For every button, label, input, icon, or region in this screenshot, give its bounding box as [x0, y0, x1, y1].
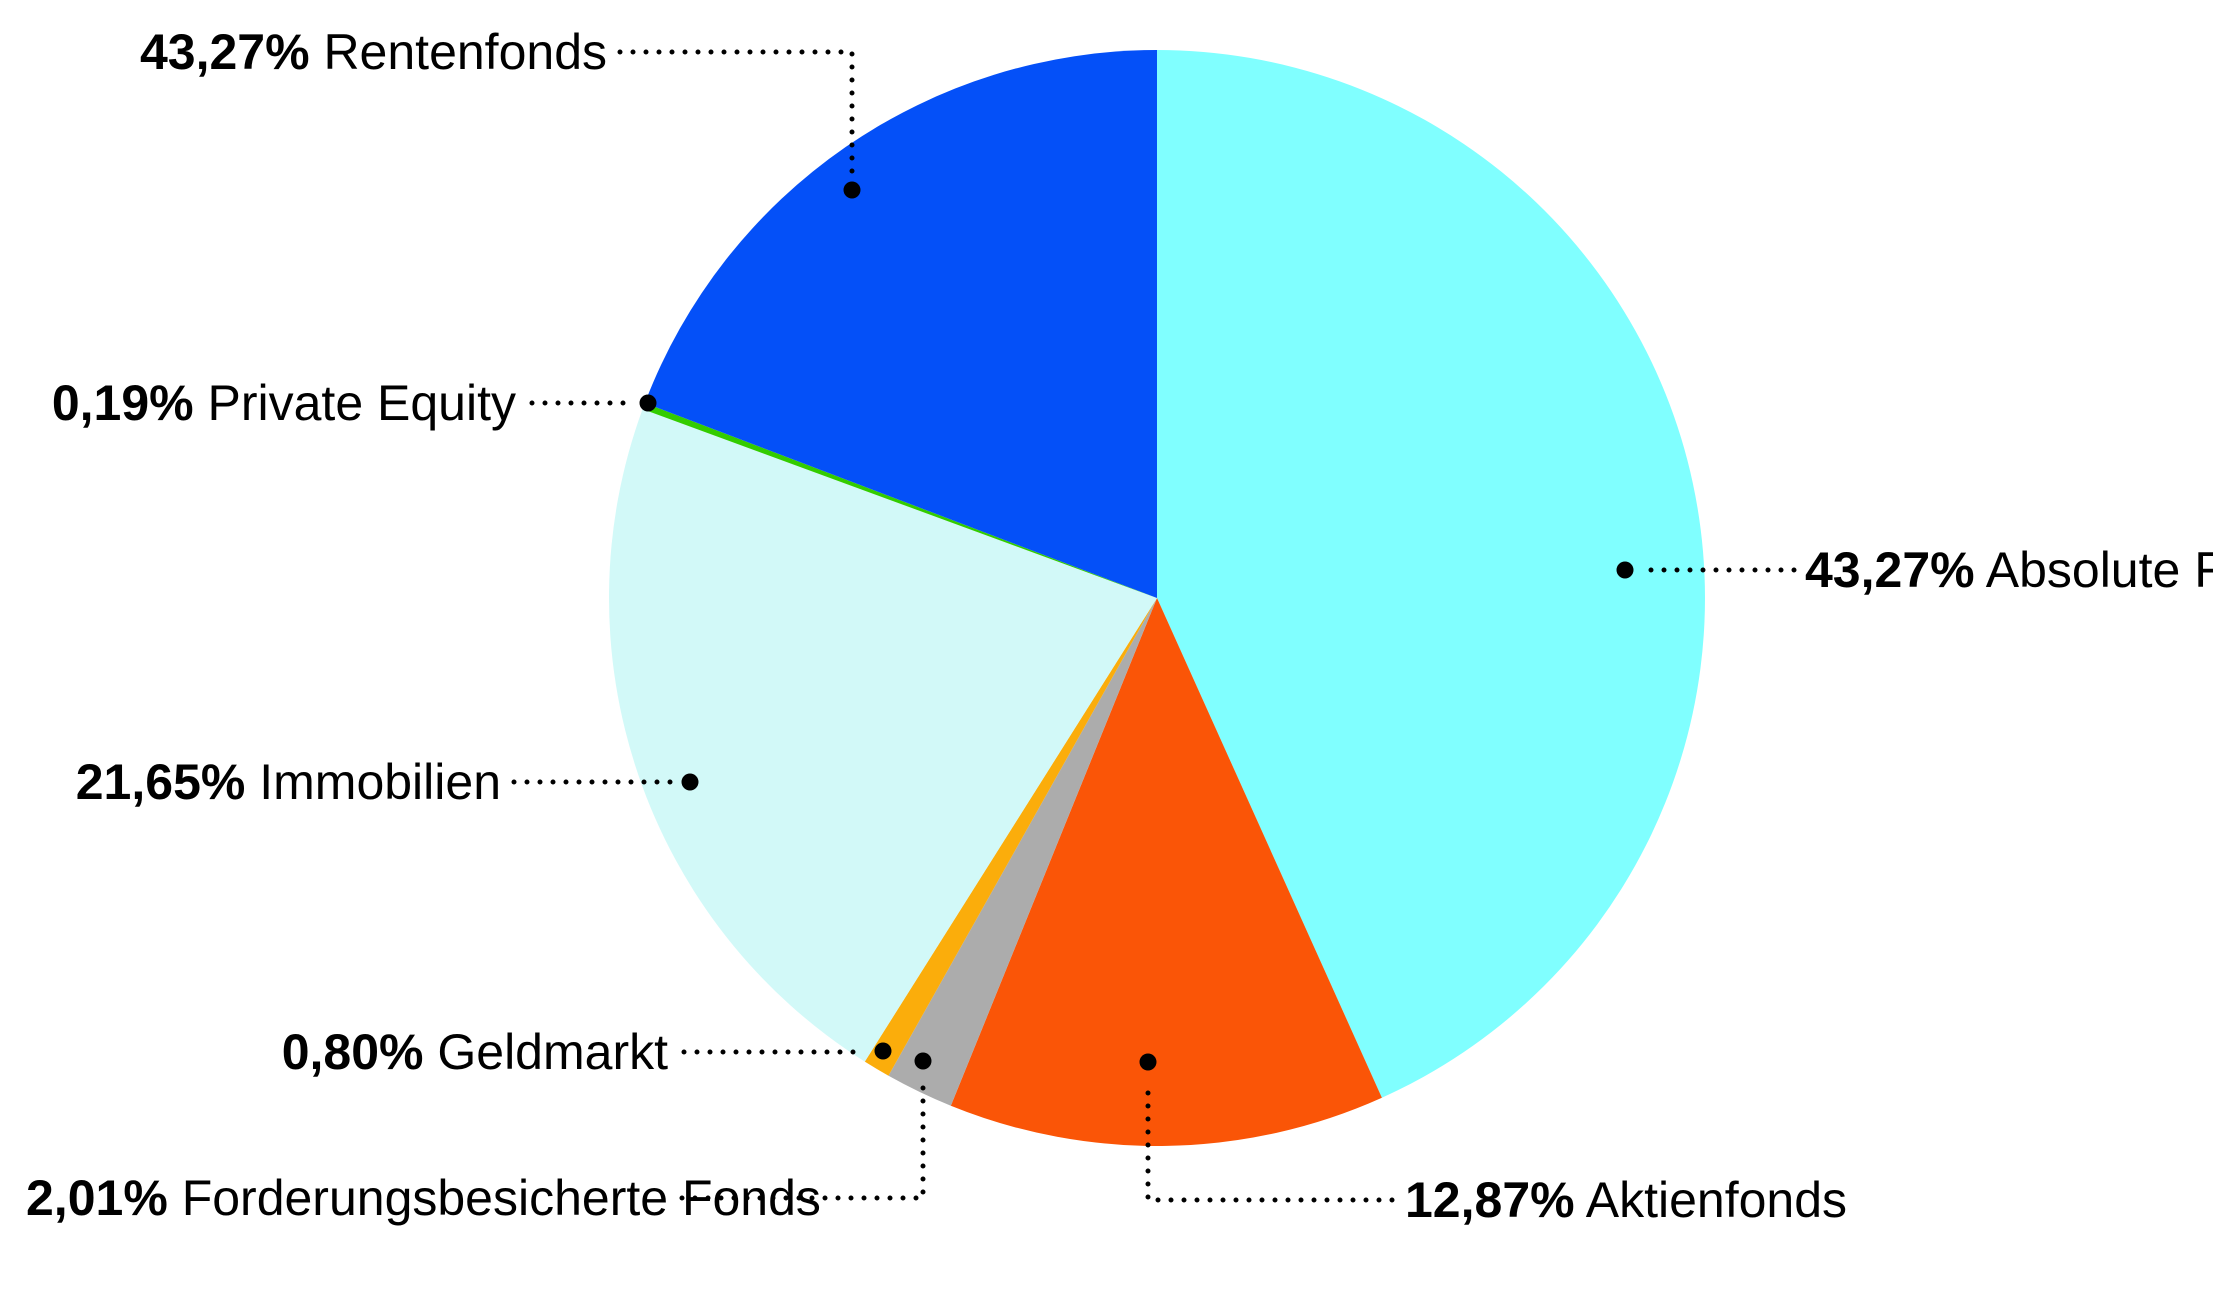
anchor-dot-rentenfonds — [843, 181, 861, 199]
leader-line-forderungsbesicherte-fonds — [679, 1076, 926, 1201]
label-rentenfonds-percent: 43,27% — [139, 24, 310, 80]
pie-slice-absolute-return — [1157, 50, 1705, 1098]
anchor-dot-private-equity — [639, 394, 657, 412]
pie-slice-private-equity — [642, 403, 1157, 598]
anchor-dot-absolute-return — [1616, 561, 1634, 579]
anchor-dot-aktienfonds — [1139, 1053, 1157, 1071]
label-forderungsbesicherte-fonds: 2,01% Forderungsbesicherte Fonds — [26, 1170, 866, 1226]
label-aktienfonds: 12,87% Aktienfonds — [1405, 1172, 1847, 1228]
label-private-equity-percent: 0,19% — [51, 375, 194, 431]
label-immobilien-percent: 21,65% — [75, 754, 246, 810]
anchor-dot-geldmarkt — [874, 1042, 892, 1060]
leader-line-aktienfonds — [1145, 1077, 1395, 1203]
label-absolute-return-name: Absolute Return — [1985, 542, 2213, 598]
label-geldmarkt-percent: 0,80% — [281, 1024, 424, 1080]
pie-slice-aktienfonds — [950, 598, 1382, 1146]
label-forderungsbesicherte-fonds-percent: 2,01% — [26, 1170, 168, 1226]
leader-line-rentenfonds — [617, 49, 855, 177]
pie-slice-immobilien — [608, 409, 1157, 1062]
label-geldmarkt: 0,80% Geldmarkt — [282, 1024, 668, 1080]
label-geldmarkt-name: Geldmarkt — [437, 1024, 668, 1080]
label-immobilien-name: Immobilien — [259, 754, 501, 810]
label-aktienfonds-name: Aktienfonds — [1585, 1172, 1848, 1228]
pie-slice-forderungsbesicherte-fonds — [888, 598, 1157, 1106]
label-immobilien: 21,65% Immobilien — [76, 754, 501, 810]
pie-slice-geldmarkt — [864, 598, 1157, 1076]
label-private-equity-name: Private Equity — [207, 375, 516, 431]
leader-lines — [511, 49, 1797, 1203]
anchor-dot-forderungsbesicherte-fonds — [914, 1052, 932, 1070]
pie-slices — [608, 50, 1705, 1146]
label-private-equity: 0,19% Private Equity — [52, 375, 516, 431]
label-rentenfonds: 43,27% Rentenfonds — [140, 24, 607, 80]
label-aktienfonds-percent: 12,87% — [1405, 1172, 1575, 1228]
label-absolute-return: 43,27% Absolute Return — [1805, 542, 2213, 598]
anchor-dot-immobilien — [681, 773, 699, 791]
label-rentenfonds-name: Rentenfonds — [323, 24, 607, 80]
label-forderungsbesicherte-fonds-name: Forderungsbesicherte Fonds — [181, 1170, 821, 1226]
pie-slice-rentenfonds — [644, 50, 1157, 598]
label-absolute-return-percent: 43,27% — [1805, 542, 1975, 598]
